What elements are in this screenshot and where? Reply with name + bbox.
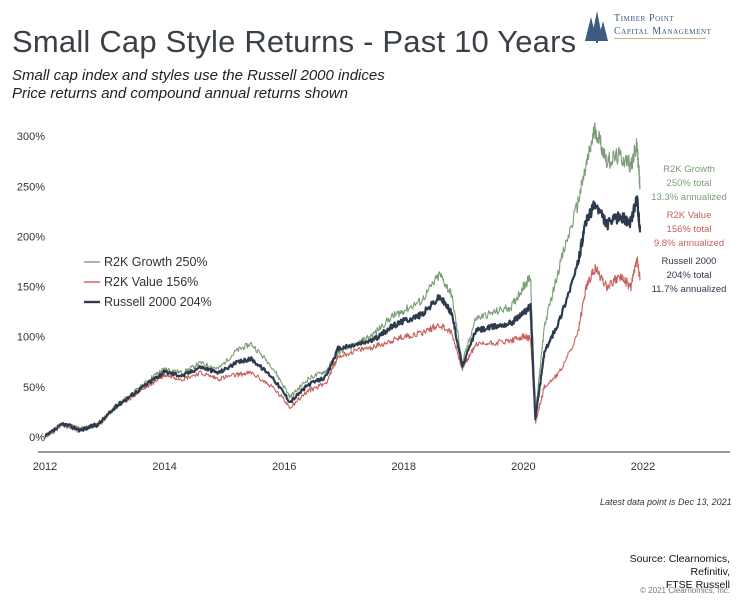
series-end-label: 250% total xyxy=(667,178,712,189)
series-end-label: R2K Value xyxy=(667,210,712,221)
legend-label: R2K Growth 250% xyxy=(104,255,208,269)
y-tick-label: 100% xyxy=(17,332,45,344)
series-end-label: 9.8% annualized xyxy=(654,238,724,249)
returns-line-chart: 0% 50% 100% 150% 200% 250% 300% 2012 2014 2016 201… xyxy=(17,122,730,473)
y-tick-label: 150% xyxy=(17,282,45,294)
y-tick-label: 300% xyxy=(17,131,45,143)
series-line-r2k-value xyxy=(44,256,641,439)
logo-name-line2: Capital Management xyxy=(614,26,712,37)
x-tick-label: 2016 xyxy=(272,461,296,473)
subtitle-line-2: Price returns and compound annual return… xyxy=(12,85,349,102)
series-line-russell-2000 xyxy=(44,195,642,438)
logo xyxy=(585,11,608,43)
x-tick-label: 2018 xyxy=(392,461,416,473)
legend-label: R2K Value 156% xyxy=(104,275,198,289)
logo-underline xyxy=(614,38,706,39)
source-line: Source: Clearnomics, xyxy=(629,553,730,565)
source-note: Source: Clearnomics, Refinitiv, FTSE Rus… xyxy=(630,553,730,592)
series-line-r2k-growth xyxy=(44,122,641,438)
x-tick-label: 2020 xyxy=(511,461,535,473)
series-end-label: 204% total xyxy=(667,270,712,281)
latest-data-note: Latest data point is Dec 13, 2021 xyxy=(600,497,732,507)
legend-label: Russell 2000 204% xyxy=(104,295,212,309)
source-line: Refinitiv, xyxy=(690,566,730,578)
page-title: Small Cap Style Returns - Past 10 Years xyxy=(12,24,577,59)
pine-trees-icon xyxy=(585,11,608,43)
series-end-label: 156% total xyxy=(667,224,712,235)
series-end-label: 11.7% annualized xyxy=(652,284,727,295)
series-end-label: 13.3% annualized xyxy=(651,192,727,203)
series-end-label: Russell 2000 xyxy=(662,256,717,267)
y-tick-label: 250% xyxy=(17,181,45,193)
y-tick-label: 50% xyxy=(23,382,45,394)
logo-name-line1: Timber Point xyxy=(614,13,675,24)
subtitle-line-1: Small cap index and styles use the Russe… xyxy=(12,67,385,84)
source-line: FTSE Russell xyxy=(665,579,730,591)
series-end-label: R2K Growth xyxy=(663,164,715,175)
y-tick-label: 200% xyxy=(17,231,45,243)
y-tick-label: 0% xyxy=(29,432,45,444)
x-tick-label: 2012 xyxy=(33,461,57,473)
x-tick-label: 2022 xyxy=(631,461,655,473)
copyright: © 2021 Clearnomics, Inc. xyxy=(640,586,730,595)
x-tick-label: 2014 xyxy=(152,461,176,473)
